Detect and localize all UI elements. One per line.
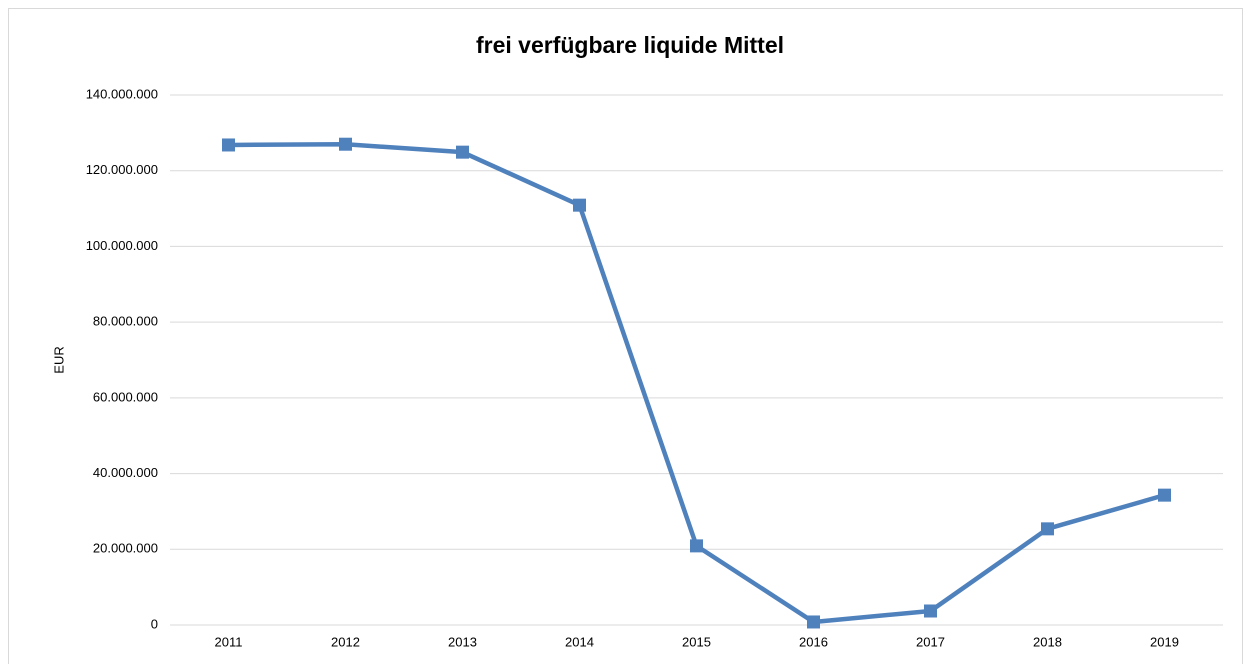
y-tick-label: 80.000.000: [93, 314, 158, 329]
x-tick-label: 2017: [916, 634, 945, 649]
data-marker: [222, 138, 235, 152]
data-marker: [573, 198, 586, 212]
data-marker: [339, 137, 352, 151]
data-marker: [1041, 522, 1054, 536]
data-marker: [807, 615, 820, 629]
y-tick-label: 120.000.000: [86, 162, 158, 177]
y-tick-label: 0: [151, 616, 158, 631]
y-tick-label: 40.000.000: [93, 465, 158, 480]
data-marker: [1158, 488, 1171, 502]
y-axis-label: EUR: [51, 346, 66, 373]
x-tick-label: 2016: [799, 634, 828, 649]
x-tick-label: 2014: [565, 634, 594, 649]
x-tick-label: 2018: [1033, 634, 1062, 649]
x-tick-label: 2011: [215, 634, 243, 649]
x-tick-label: 2012: [331, 634, 360, 649]
x-tick-label: 2015: [682, 634, 711, 649]
y-tick-label: 60.000.000: [93, 389, 158, 404]
data-marker: [456, 145, 469, 159]
data-marker: [924, 604, 937, 618]
data-marker: [690, 539, 703, 553]
y-tick-label: 20.000.000: [93, 541, 158, 556]
chart-title: frei verfügbare liquide Mittel: [476, 32, 784, 58]
y-tick-label: 100.000.000: [86, 238, 158, 253]
y-tick-label: 140.000.000: [86, 86, 158, 101]
x-tick-label: 2019: [1150, 634, 1179, 649]
x-tick-label: 2013: [448, 634, 477, 649]
